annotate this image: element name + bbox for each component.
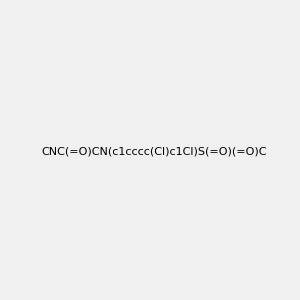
Text: CNC(=O)CN(c1cccc(Cl)c1Cl)S(=O)(=O)C: CNC(=O)CN(c1cccc(Cl)c1Cl)S(=O)(=O)C: [41, 146, 266, 157]
